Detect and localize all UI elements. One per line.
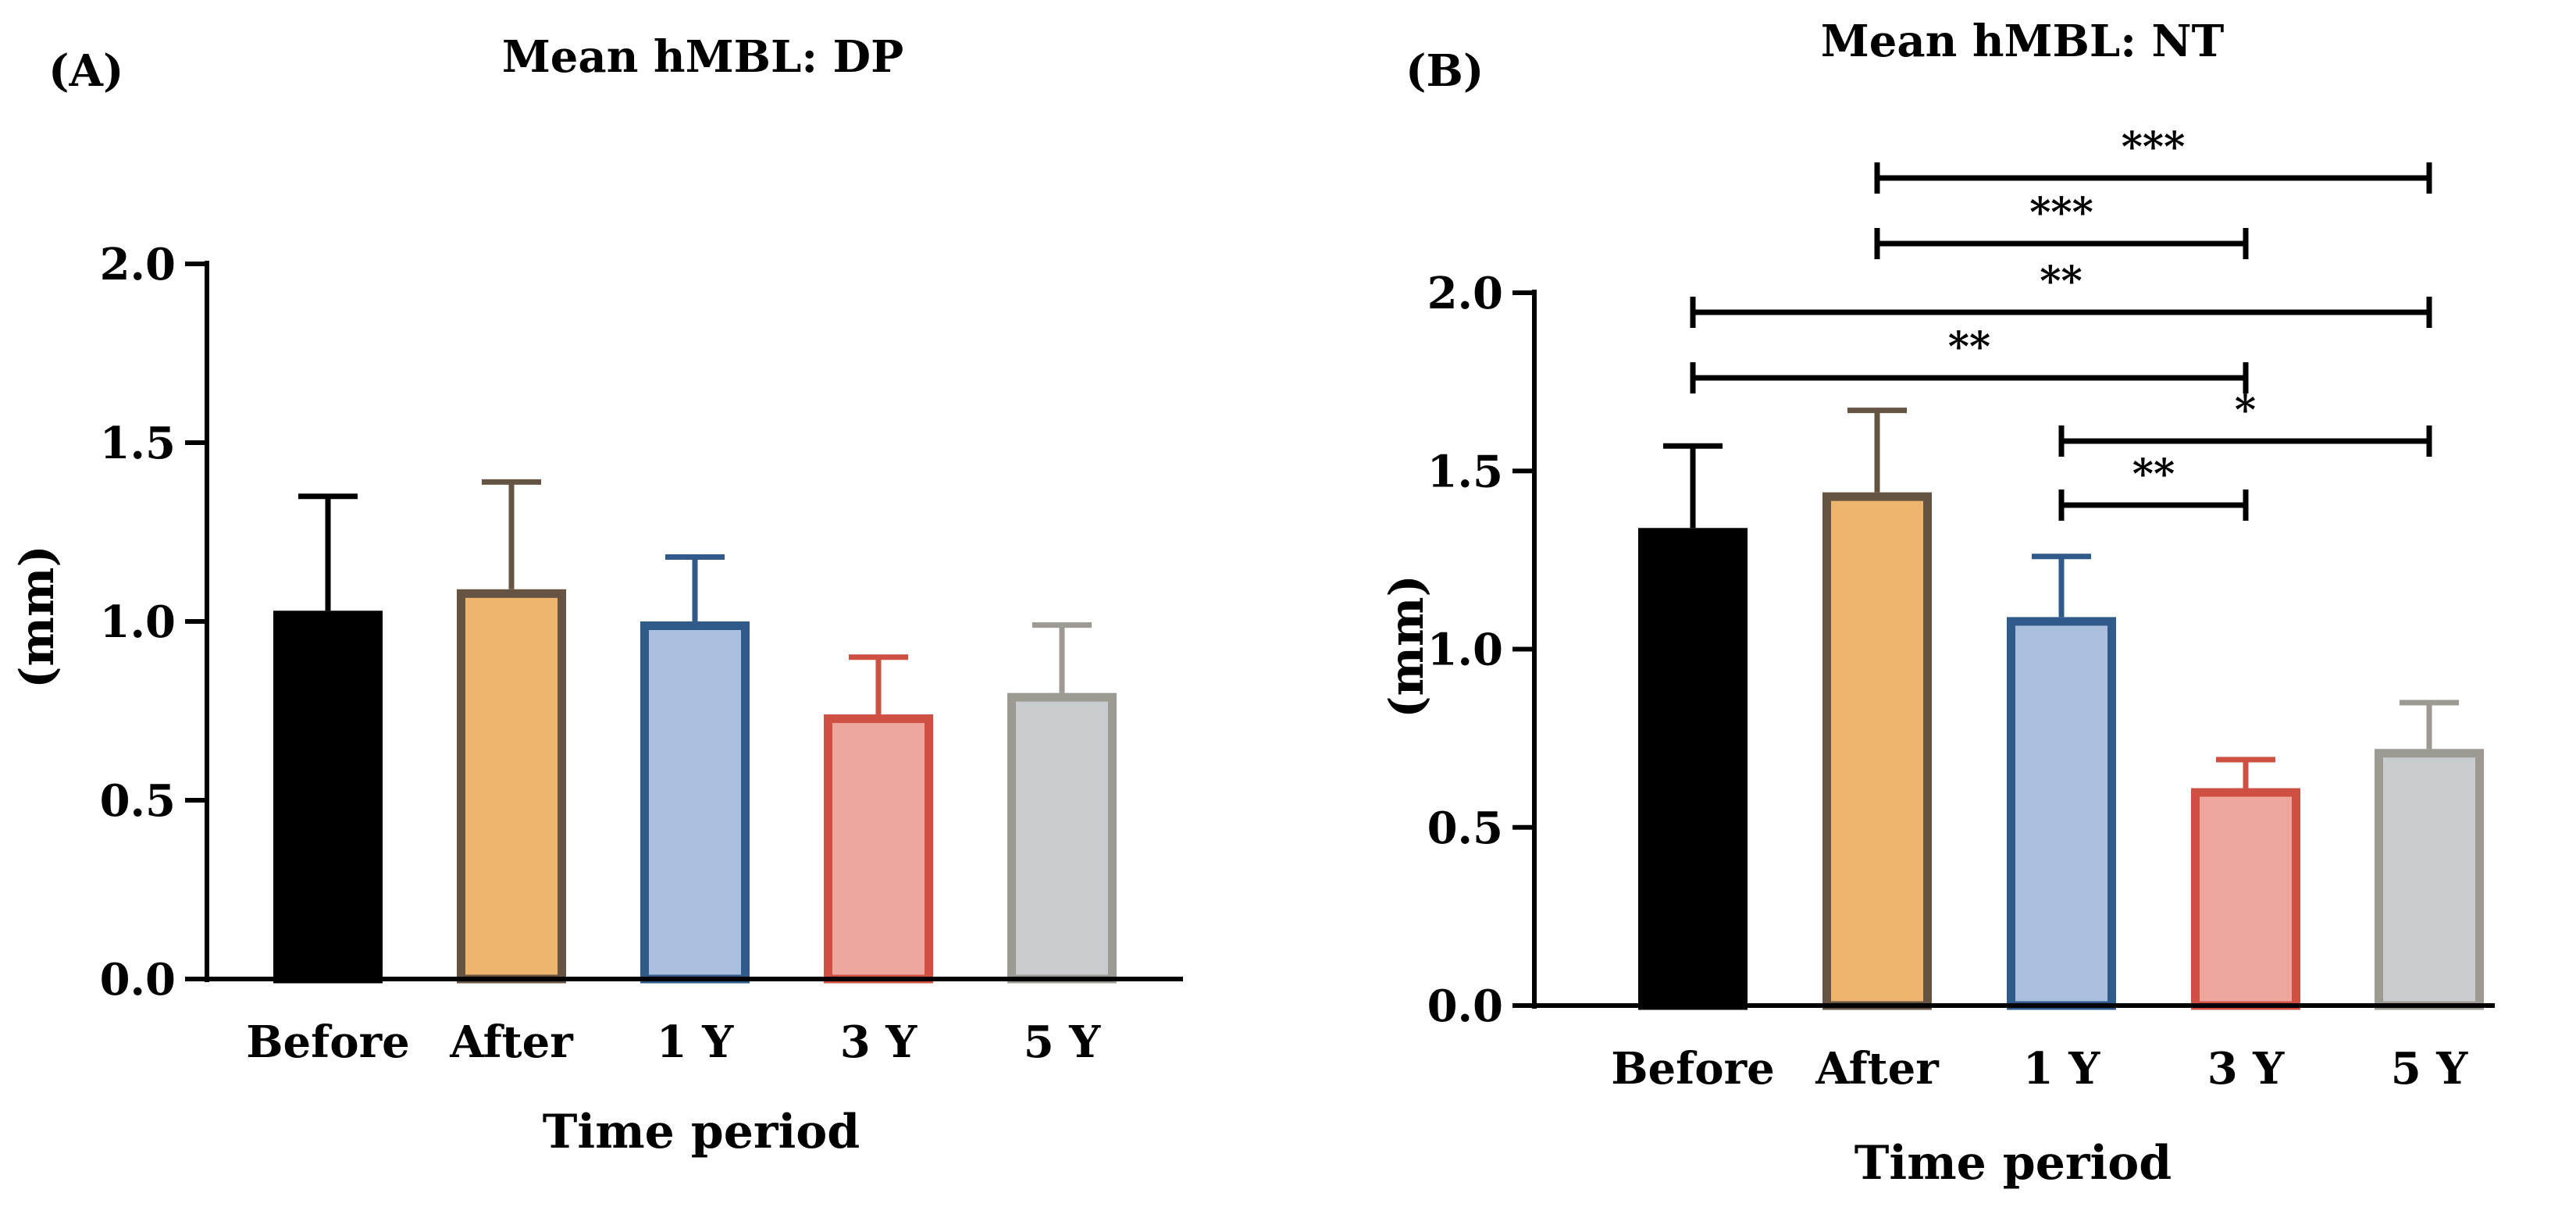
a-y-tick-label-3: 1.5 <box>100 418 176 469</box>
b-y-tick-label-4: 2.0 <box>1427 268 1503 319</box>
a-y-tick-label-2: 1.0 <box>100 596 176 648</box>
a-x-tick-label-4: 5 Y <box>1024 1016 1101 1068</box>
b-bar-3 <box>2191 788 2300 1010</box>
b-sig-label-5: ** <box>2132 450 2175 498</box>
panel-a-xlabel: Time period <box>543 1105 860 1159</box>
b-x-tick-label-1: After <box>1815 1043 1940 1095</box>
b-bar-0 <box>1638 528 1748 1010</box>
a-x-tick-label-3: 3 Y <box>840 1016 917 1068</box>
b-x-tick-label-2: 1 Y <box>2023 1043 2100 1095</box>
b-bar-2 <box>2007 617 2116 1010</box>
b-sig-label-4: * <box>2235 386 2256 434</box>
panel-a-ylabel: (mm) <box>10 545 65 689</box>
a-bar-3 <box>824 714 933 984</box>
a-y-tick-label-0: 0.0 <box>100 954 176 1006</box>
b-sig-label-2: ** <box>2040 258 2082 305</box>
b-bar-1 <box>1822 492 1932 1010</box>
b-y-tick-label-3: 1.5 <box>1427 446 1503 497</box>
b-y-tick-label-2: 1.0 <box>1427 625 1503 676</box>
a-x-tick-label-0: Before <box>246 1016 410 1068</box>
b-x-tick-label-3: 3 Y <box>2207 1043 2285 1095</box>
panel-a-label: (A) <box>48 45 123 97</box>
a-x-tick-label-1: After <box>449 1016 574 1068</box>
a-x-tick-label-2: 1 Y <box>657 1016 734 1068</box>
panel-a-title: Mean hMBL: DP <box>502 31 903 83</box>
panel-b-label: (B) <box>1406 45 1484 97</box>
b-bar-4 <box>2375 749 2484 1010</box>
b-sig-label-0: *** <box>2122 123 2186 171</box>
a-y-tick-label-1: 0.5 <box>100 775 176 827</box>
a-bar-1 <box>457 589 566 984</box>
b-sig-label-3: ** <box>1948 323 1990 371</box>
b-sig-label-1: *** <box>2029 189 2093 237</box>
b-x-tick-label-0: Before <box>1611 1043 1775 1095</box>
a-bar-2 <box>640 621 750 984</box>
a-bar-4 <box>1007 692 1117 984</box>
b-x-tick-label-4: 5 Y <box>2391 1043 2468 1095</box>
panel-b-title: Mean hMBL: NT <box>1821 16 2225 67</box>
a-bar-0 <box>273 611 383 984</box>
panel-a-plot: Before After 1 Y 3 Y 5 Y 0.0 0.5 1.0 1.5 2.0 <box>100 239 1183 1068</box>
panel-b-ylabel: (mm) <box>1380 575 1434 718</box>
b-y-tick-label-0: 0.0 <box>1427 981 1503 1032</box>
a-y-tick-label-4: 2.0 <box>100 239 176 290</box>
panel-b-xlabel: Time period <box>1855 1136 2172 1191</box>
b-y-tick-label-1: 0.5 <box>1427 803 1503 854</box>
